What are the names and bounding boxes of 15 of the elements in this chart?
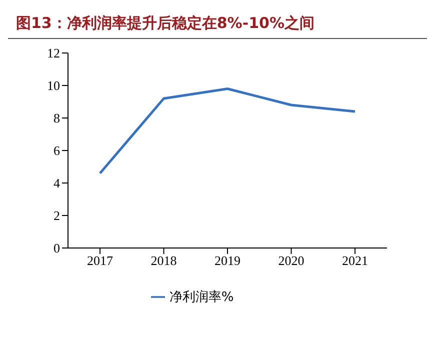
y-tick-label: 0: [54, 240, 60, 256]
x-tick-label: 2020: [278, 253, 304, 268]
y-tick-label: 12: [47, 46, 60, 61]
x-tick-label: 2021: [342, 253, 368, 268]
chart-title: 图13：净利润率提升后稳定在8%-10%之间: [15, 13, 316, 34]
y-tick-label: 8: [54, 110, 60, 126]
x-tick-label: 2018: [150, 253, 177, 268]
y-tick-label: 6: [54, 143, 60, 158]
line-series: [98, 88, 356, 174]
y-tick-label: 4: [54, 176, 60, 191]
y-tick-label: 2: [54, 208, 60, 224]
y-tick-label: 10: [47, 78, 60, 94]
x-tick-label: 2017: [87, 253, 114, 268]
x-tick-label: 2019: [214, 253, 240, 268]
legend-label: 净利润率%: [169, 290, 234, 305]
